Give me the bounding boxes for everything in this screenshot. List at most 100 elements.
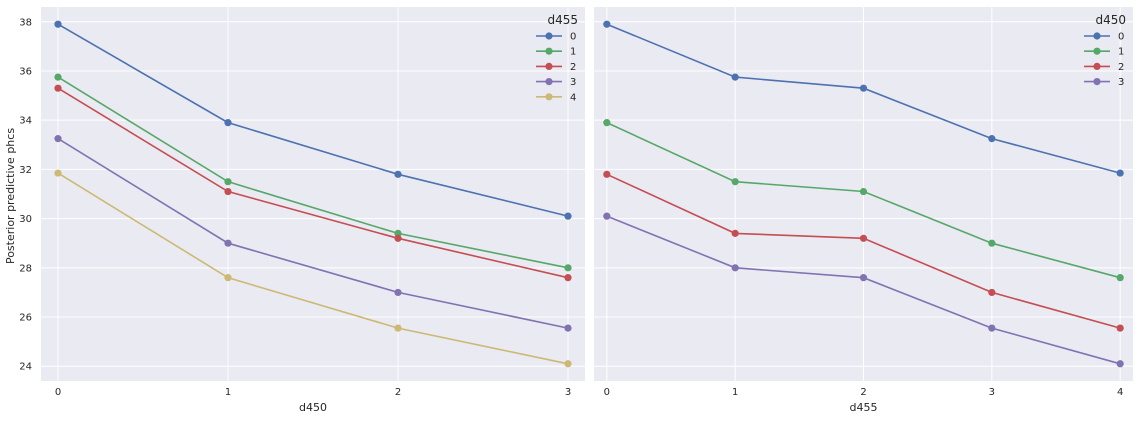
series-line	[57, 137, 569, 329]
series-3	[54, 135, 572, 332]
x-axis-label: d455	[850, 401, 878, 414]
data-point	[564, 324, 572, 332]
legend-swatch-marker	[545, 62, 553, 70]
legend-swatch-marker	[545, 32, 553, 40]
legend-swatch-marker	[1093, 78, 1101, 86]
legend-swatch-marker	[545, 78, 553, 86]
x-tick-label: 1	[225, 387, 231, 398]
y-tick-label: 26	[19, 313, 32, 324]
data-point	[1116, 274, 1124, 282]
series-line	[57, 172, 569, 365]
data-point	[54, 84, 62, 92]
data-point	[394, 229, 402, 237]
legend-label: 4	[570, 92, 576, 103]
data-point	[859, 274, 868, 282]
x-tick-label: 4	[1117, 387, 1123, 398]
series-line	[57, 76, 569, 269]
data-point	[564, 360, 572, 368]
data-point	[224, 274, 232, 282]
data-point	[224, 119, 232, 127]
data-point	[564, 264, 572, 272]
series-line	[57, 23, 569, 217]
data-point	[731, 264, 739, 272]
data-point	[394, 324, 402, 332]
data-point	[54, 169, 62, 177]
x-tick-label: 0	[604, 387, 610, 398]
legend-swatch-marker	[545, 47, 553, 55]
legend-title: d455	[547, 13, 578, 27]
x-tick-label: 2	[395, 387, 401, 398]
data-point	[224, 178, 232, 186]
series-4	[54, 169, 572, 368]
legend-label: 3	[1118, 77, 1124, 88]
legend-swatch-marker	[1093, 62, 1101, 70]
legend: d450 0 1 2 3	[1084, 13, 1126, 88]
data-point	[1116, 360, 1124, 368]
data-point	[731, 73, 739, 81]
data-point	[603, 20, 611, 28]
data-point	[54, 20, 62, 28]
series-3	[603, 212, 1124, 368]
series-2	[54, 84, 572, 282]
series-line	[57, 87, 569, 279]
legend-label: 2	[1118, 62, 1124, 73]
legend-label: 0	[1118, 32, 1124, 43]
data-point	[394, 288, 402, 297]
series-0	[603, 20, 1124, 177]
y-tick-label: 36	[19, 66, 32, 77]
series-0	[54, 20, 572, 220]
x-tick-label: 2	[860, 387, 866, 398]
x-axis-label: d450	[299, 401, 327, 414]
legend-label: 3	[570, 77, 576, 88]
y-axis-label: Posterior predictive phcs	[4, 128, 17, 264]
data-point	[224, 239, 232, 247]
y-tick-label: 24	[19, 362, 32, 373]
data-point	[394, 234, 402, 242]
panel-2: 0 1 2 3 4 d455 d450 0 1 2 3	[594, 7, 1133, 414]
data-point	[988, 135, 996, 143]
plot-area	[41, 7, 585, 381]
x-tick-label: 1	[732, 387, 738, 398]
data-point	[564, 212, 572, 220]
legend-label: 1	[570, 47, 576, 58]
legend-title: d450	[1095, 13, 1126, 27]
y-tick-label: 28	[19, 263, 32, 274]
data-point	[603, 212, 611, 220]
data-point	[54, 135, 62, 143]
data-point	[988, 288, 996, 297]
data-point	[988, 239, 996, 247]
data-point	[603, 119, 611, 127]
data-point	[859, 187, 868, 196]
data-point	[564, 274, 572, 282]
legend: d455 0 1 2 3 4	[536, 13, 578, 103]
data-point	[224, 187, 232, 196]
data-point	[988, 324, 996, 332]
y-tick-label: 38	[19, 17, 32, 28]
data-point	[394, 170, 402, 178]
y-tick-label: 30	[19, 214, 32, 225]
data-point	[859, 234, 868, 242]
legend-label: 0	[570, 32, 576, 43]
x-tick-label: 0	[55, 387, 61, 398]
legend-swatch-marker	[1093, 32, 1101, 40]
y-tick-label: 34	[19, 116, 32, 127]
y-tick-label: 32	[19, 165, 32, 176]
legend-label: 1	[1118, 47, 1124, 58]
legend-swatch-marker	[1093, 47, 1101, 55]
legend-swatch-marker	[545, 93, 553, 101]
data-point	[603, 170, 611, 178]
data-point	[731, 229, 739, 237]
series-2	[603, 170, 1124, 332]
data-point	[859, 84, 868, 92]
x-tick-label: 3	[565, 387, 571, 398]
legend-label: 2	[570, 62, 576, 73]
data-point	[54, 73, 62, 81]
data-point	[731, 178, 739, 186]
x-tick-label: 3	[989, 387, 995, 398]
series-1	[54, 73, 572, 272]
data-point	[1116, 324, 1124, 332]
data-point	[1116, 169, 1124, 177]
